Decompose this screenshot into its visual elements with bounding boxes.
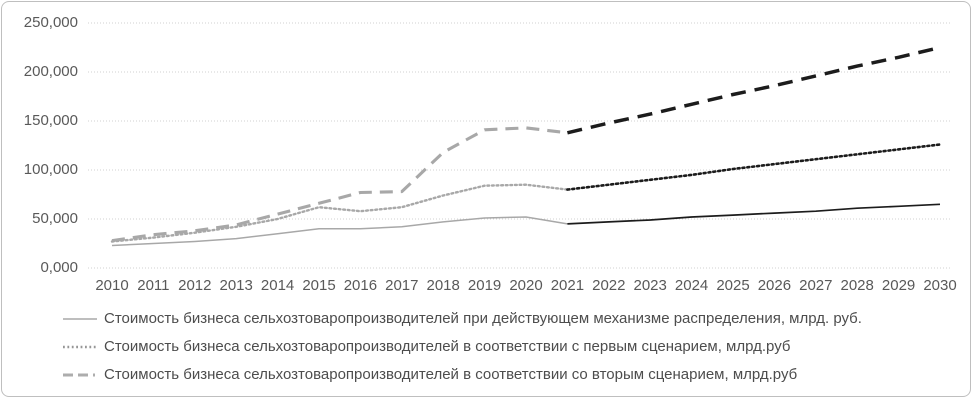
x-axis-label: 2011 (137, 277, 170, 294)
legend: Стоимость бизнеса сельхозтоваропроизводи… (62, 305, 962, 389)
x-axis-label: 2030 (923, 277, 957, 294)
x-axis-label: 2019 (467, 277, 502, 294)
series-line-solid (111, 216, 568, 247)
legend-label: Стоимость бизнеса сельхозтоваропроизводи… (104, 338, 791, 355)
x-axis-label: 2027 (799, 277, 833, 294)
x-axis-label: 2018 (426, 277, 460, 294)
x-axis-label: 2012 (178, 277, 212, 294)
y-axis-label: 200,000 (23, 63, 78, 80)
x-axis-label: 2024 (674, 277, 709, 294)
x-axis-label: 2028 (840, 277, 874, 294)
x-axis-label: 2025 (716, 277, 750, 294)
series-line-dotted (566, 143, 942, 191)
legend-label: Стоимость бизнеса сельхозтоваропроизводи… (104, 366, 798, 383)
y-axis-label: 0,000 (40, 259, 78, 276)
series-line-solid (567, 203, 941, 225)
dashed-line-marker-icon (63, 373, 97, 377)
series-line-dashed (566, 45, 941, 135)
series-lines (110, 45, 942, 247)
gridlines (88, 22, 952, 269)
x-axis-label: 2015 (302, 277, 336, 294)
x-axis-label: 2026 (757, 277, 792, 294)
x-axis-label: 2016 (343, 277, 378, 294)
x-axis-label: 2017 (385, 277, 419, 294)
legend-item-second-scenario: Стоимость бизнеса сельхозтоваропроизводи… (62, 361, 962, 389)
x-axis-label: 2023 (633, 277, 667, 294)
series-line-dashed (111, 126, 568, 243)
x-axis-label: 2021 (550, 277, 585, 294)
x-axis-label: 2020 (509, 277, 543, 294)
x-axis-label: 2014 (260, 277, 295, 294)
y-axis-label: 50,000 (32, 210, 78, 227)
series-line-dotted (110, 183, 569, 243)
y-axis-label: 100,000 (23, 161, 78, 178)
x-axis-label: 2029 (881, 277, 916, 294)
y-axis-label: 150,000 (23, 112, 78, 129)
x-axis-label: 2010 (95, 277, 129, 294)
y-axis-label: 250,000 (23, 14, 78, 31)
dotted-line-marker-icon (63, 345, 97, 349)
solid-line-marker-icon (63, 318, 97, 320)
x-axis-label: 2022 (592, 277, 626, 294)
x-axis-label: 2013 (219, 277, 253, 294)
legend-item-first-scenario: Стоимость бизнеса сельхозтоваропроизводи… (62, 333, 962, 361)
legend-item-current-mechanism: Стоимость бизнеса сельхозтоваропроизводи… (62, 305, 962, 333)
legend-label: Стоимость бизнеса сельхозтоваропроизводи… (104, 310, 862, 327)
